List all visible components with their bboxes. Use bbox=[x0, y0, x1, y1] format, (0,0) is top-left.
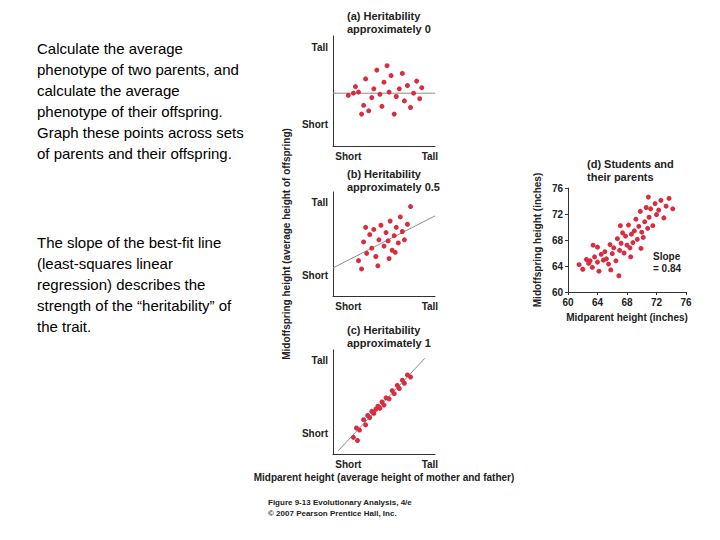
svg-text:64: 64 bbox=[592, 297, 604, 308]
svg-text:72: 72 bbox=[651, 297, 663, 308]
svg-text:76: 76 bbox=[680, 297, 692, 308]
svg-text:Short: Short bbox=[302, 428, 329, 439]
svg-text:Tall: Tall bbox=[312, 197, 329, 208]
svg-text:Tall: Tall bbox=[422, 301, 439, 312]
svg-text:their parents: their parents bbox=[587, 171, 654, 183]
html-text:© 2007 Pearson Prentice Hall,: © 2007 Pearson Prentice Hall, Inc. bbox=[268, 509, 397, 518]
svg-text:Midparent height (average heig: Midparent height (average height of moth… bbox=[254, 472, 515, 483]
svg-text:approximately 1: approximately 1 bbox=[347, 337, 431, 349]
html-text:Calculate the average phenotyp: Calculate the average phenotype of two p… bbox=[37, 40, 244, 162]
svg-text:Midparent height (inches): Midparent height (inches) bbox=[566, 312, 688, 323]
svg-text:Short: Short bbox=[335, 301, 362, 312]
html-text:The slope of the best-fit line: The slope of the best-fit line (least-sq… bbox=[37, 234, 232, 335]
svg-text:Short: Short bbox=[335, 459, 362, 470]
svg-text:72: 72 bbox=[552, 209, 564, 220]
svg-text:Midoffspring height (inches): Midoffspring height (inches) bbox=[532, 173, 543, 307]
svg-text:approximately 0: approximately 0 bbox=[347, 23, 431, 35]
svg-text:68: 68 bbox=[552, 235, 564, 246]
svg-text:(d) Students and: (d) Students and bbox=[587, 158, 677, 170]
svg-text:Tall: Tall bbox=[422, 459, 439, 470]
html-text:Figure 9-13 Evolutionary Analy: Figure 9-13 Evolutionary Analysis, 4/e bbox=[268, 498, 412, 507]
svg-text:76: 76 bbox=[552, 183, 564, 194]
svg-text:60: 60 bbox=[562, 297, 574, 308]
svg-text:Slope: Slope bbox=[653, 251, 683, 262]
svg-text:64: 64 bbox=[552, 261, 564, 272]
svg-text:Tall: Tall bbox=[422, 151, 439, 162]
svg-text:Short: Short bbox=[335, 151, 362, 162]
svg-text:Tall: Tall bbox=[312, 355, 329, 366]
svg-text:(c) Heritability: (c) Heritability bbox=[347, 324, 423, 336]
svg-text:60: 60 bbox=[551, 286, 563, 298]
svg-text:= 0.84: = 0.84 bbox=[653, 263, 682, 274]
svg-text:(b) Heritability: (b) Heritability bbox=[347, 168, 424, 180]
svg-text:Tall: Tall bbox=[312, 42, 329, 53]
svg-text:Short: Short bbox=[302, 270, 329, 281]
svg-text:Short: Short bbox=[302, 119, 329, 130]
svg-text:Midoffspring height (average h: Midoffspring height (average height of o… bbox=[281, 128, 292, 360]
svg-text:approximately 0.5: approximately 0.5 bbox=[347, 181, 440, 193]
svg-text:(a) Heritability: (a) Heritability bbox=[347, 10, 423, 22]
svg-text:68: 68 bbox=[621, 297, 633, 308]
